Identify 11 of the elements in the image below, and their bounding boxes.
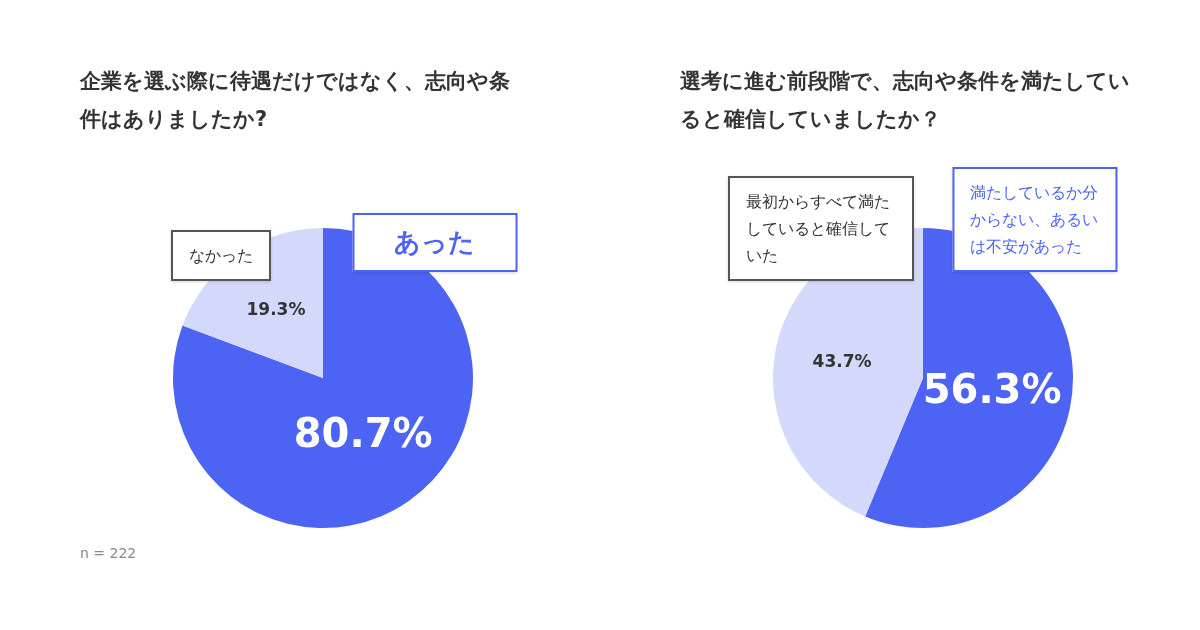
slice-label: 最初からすべて満たしていると確信していた xyxy=(728,176,915,282)
slice-label: 満たしているか分からない、あるいは不安があった xyxy=(952,167,1118,273)
data-label: 56.3% xyxy=(922,365,1062,412)
data-label: 80.7% xyxy=(293,409,433,456)
slice-label: あった xyxy=(352,213,518,273)
data-label: 43.7% xyxy=(812,350,872,371)
text: n = 222 xyxy=(80,545,137,561)
chart-title: 企業を選ぶ際に待遇だけではなく、志向や条件はありましたか? xyxy=(80,68,511,133)
slice-label: なかった xyxy=(171,230,272,282)
data-label: 19.3% xyxy=(246,299,306,320)
chart-title: 選考に進む前段階で、志向や条件を満たしていると確信していましたか？ xyxy=(680,68,1130,133)
